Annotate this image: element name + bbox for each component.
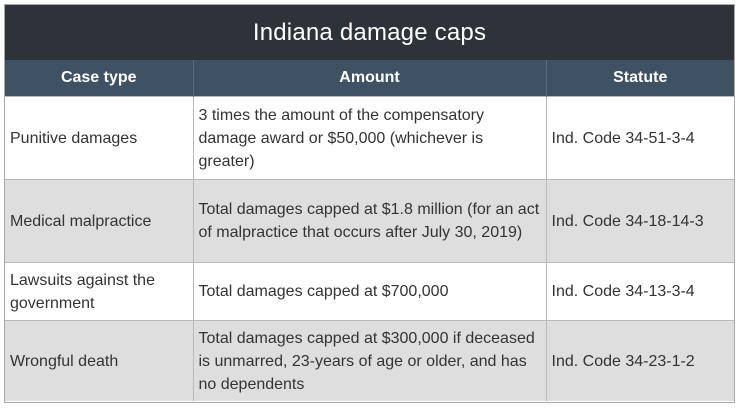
table-header: Case type Amount Statute [5, 60, 734, 97]
table-row: Lawsuits against the government Total da… [5, 262, 734, 321]
cell-case-type: Punitive damages [5, 96, 193, 180]
cell-statute: Ind. Code 34-13-3-4 [545, 262, 734, 321]
table-title: Indiana damage caps [5, 5, 734, 60]
header-case-type: Case type [5, 60, 193, 97]
cell-amount: Total damages capped at $300,000 if dece… [192, 320, 546, 401]
table-row: Wrongful death Total damages capped at $… [5, 320, 734, 401]
cell-case-type: Medical malpractice [5, 179, 193, 263]
cell-case-type: Wrongful death [5, 320, 193, 401]
cell-statute: Ind. Code 34-51-3-4 [545, 96, 734, 180]
table-row: Punitive damages 3 times the amount of t… [5, 96, 734, 180]
cell-amount: Total damages capped at $700,000 [192, 262, 546, 321]
cell-amount: Total damages capped at $1.8 million (fo… [192, 179, 546, 263]
cell-amount: 3 times the amount of the compensatory d… [192, 96, 546, 180]
header-amount: Amount [192, 60, 546, 97]
table-row: Medical malpractice Total damages capped… [5, 179, 734, 263]
cell-statute: Ind. Code 34-23-1-2 [545, 320, 734, 401]
cell-case-type: Lawsuits against the government [5, 262, 193, 321]
header-statute: Statute [545, 60, 734, 97]
damage-caps-table-container: Indiana damage caps Case type Amount Sta… [4, 4, 735, 403]
table-body: Punitive damages 3 times the amount of t… [5, 96, 734, 401]
cell-statute: Ind. Code 34-18-14-3 [545, 179, 734, 263]
damage-caps-table: Case type Amount Statute Punitive damage… [5, 60, 734, 401]
header-row: Case type Amount Statute [5, 60, 734, 97]
